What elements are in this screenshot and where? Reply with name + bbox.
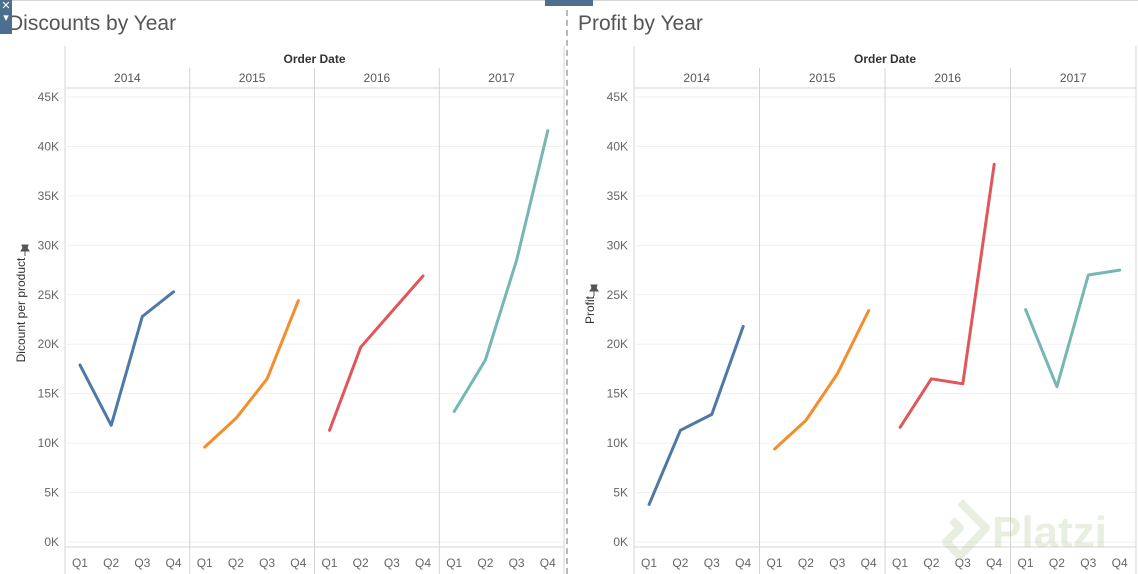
y-tick-label: 45K bbox=[607, 90, 628, 104]
x-tick-label: Q1 bbox=[197, 556, 213, 570]
x-tick-label: Q1 bbox=[446, 556, 462, 570]
x-tick-label: Q3 bbox=[509, 556, 525, 570]
platzi-watermark: Platzi bbox=[930, 498, 1130, 568]
x-tick-label: Q3 bbox=[704, 556, 720, 570]
y-tick-label: 35K bbox=[38, 189, 59, 203]
dashboard-divider[interactable] bbox=[566, 0, 570, 574]
x-tick-label: Q4 bbox=[861, 556, 877, 570]
y-axis-title: Dicount per product bbox=[14, 257, 28, 362]
y-tick-label: 0K bbox=[613, 535, 628, 549]
column-header-title: Order Date bbox=[283, 52, 345, 66]
series-line-2014 bbox=[647, 324, 745, 506]
y-tick-label: 40K bbox=[38, 139, 59, 153]
x-tick-label: Q2 bbox=[353, 556, 369, 570]
series-line-2014 bbox=[78, 290, 175, 427]
x-tick-label: Q4 bbox=[540, 556, 556, 570]
watermark-text: Platzi bbox=[992, 508, 1107, 557]
y-axis-title: Profit bbox=[583, 295, 597, 324]
chart-title: Discounts by Year bbox=[8, 12, 177, 35]
worksheet-menu-tab[interactable]: ✕ ▾ bbox=[0, 0, 12, 34]
x-tick-label: Q2 bbox=[103, 556, 119, 570]
x-tick-label: Q1 bbox=[321, 556, 337, 570]
profit-chart-panel: Order Date 0K 5K 10K 15K 20K 25K 30K 35K 40K 45K 20… bbox=[570, 0, 1138, 574]
y-tick-label: 15K bbox=[607, 387, 628, 401]
pin-icon-shape bbox=[20, 244, 30, 256]
series-line-2017 bbox=[1024, 268, 1122, 389]
x-tick-label: Q2 bbox=[477, 556, 493, 570]
year-header-label: 2015 bbox=[239, 71, 266, 85]
x-tick-label: Q1 bbox=[1018, 556, 1034, 570]
chevron-down-icon[interactable]: ▾ bbox=[3, 12, 9, 24]
x-tick-label: Q3 bbox=[955, 556, 971, 570]
x-tick-label: Q1 bbox=[892, 556, 908, 570]
year-header-label: 2014 bbox=[114, 71, 141, 85]
discounts-chart-panel: Order Date 0K 5K 10K 15K 20K 25K 30K 35K 40K 45K 20… bbox=[0, 0, 566, 574]
profit-chart: Order Date 0K 5K 10K 15K 20K 25K 30K 35K 40K 45K 20… bbox=[583, 46, 1137, 574]
close-icon[interactable]: ✕ bbox=[1, 0, 11, 12]
year-header-label: 2017 bbox=[488, 71, 515, 85]
y-tick-label: 20K bbox=[38, 337, 59, 351]
x-tick-label: Q1 bbox=[641, 556, 657, 570]
x-tick-label: Q1 bbox=[767, 556, 783, 570]
series-line-2015 bbox=[773, 309, 871, 451]
pin-icon-shape bbox=[589, 284, 599, 296]
y-tick-label: 25K bbox=[38, 288, 59, 302]
x-tick-label: Q4 bbox=[166, 556, 182, 570]
chart-title: Profit by Year bbox=[578, 12, 703, 35]
y-tick-label: 45K bbox=[38, 90, 59, 104]
column-header-title: Order Date bbox=[854, 52, 916, 66]
x-tick-label: Q2 bbox=[923, 556, 939, 570]
x-tick-label: Q4 bbox=[986, 556, 1002, 570]
year-header-label: 2014 bbox=[683, 71, 710, 85]
x-tick-label: Q4 bbox=[415, 556, 431, 570]
discounts-chart: Order Date 0K 5K 10K 15K 20K 25K 30K 35K 40K 45K 20… bbox=[14, 46, 565, 574]
series-line-2015 bbox=[203, 299, 300, 449]
y-tick-label: 10K bbox=[38, 436, 59, 450]
y-tick-label: 15K bbox=[38, 387, 59, 401]
x-tick-label: Q2 bbox=[1049, 556, 1065, 570]
platzi-logo-icon bbox=[942, 499, 990, 560]
layout-container-handle[interactable] bbox=[545, 0, 593, 7]
x-tick-label: Q4 bbox=[290, 556, 306, 570]
x-tick-label: Q3 bbox=[259, 556, 275, 570]
x-tick-label: Q3 bbox=[384, 556, 400, 570]
y-tick-label: 20K bbox=[607, 337, 628, 351]
y-tick-label: 10K bbox=[607, 436, 628, 450]
series-line-2016 bbox=[898, 162, 996, 429]
x-tick-label: Q3 bbox=[1080, 556, 1096, 570]
y-tick-label: 5K bbox=[613, 486, 628, 500]
x-tick-label: Q3 bbox=[134, 556, 150, 570]
x-tick-label: Q2 bbox=[228, 556, 244, 570]
y-tick-label: 25K bbox=[607, 288, 628, 302]
x-tick-label: Q2 bbox=[798, 556, 814, 570]
series-line-2017 bbox=[452, 129, 550, 413]
year-header-label: 2016 bbox=[364, 71, 391, 85]
y-tick-label: 5K bbox=[44, 486, 59, 500]
y-tick-label: 0K bbox=[44, 535, 59, 549]
y-tick-label: 35K bbox=[607, 189, 628, 203]
x-tick-label: Q4 bbox=[735, 556, 751, 570]
x-tick-label: Q1 bbox=[72, 556, 88, 570]
y-tick-label: 30K bbox=[38, 238, 59, 252]
series-line-2016 bbox=[328, 274, 425, 432]
x-tick-label: Q2 bbox=[672, 556, 688, 570]
x-tick-label: Q4 bbox=[1112, 556, 1128, 570]
x-tick-label: Q3 bbox=[829, 556, 845, 570]
y-tick-label: 30K bbox=[607, 238, 628, 252]
year-header-label: 2017 bbox=[1060, 71, 1087, 85]
year-header-label: 2015 bbox=[809, 71, 836, 85]
pin-icon bbox=[20, 244, 30, 256]
year-header-label: 2016 bbox=[934, 71, 961, 85]
pin-icon bbox=[589, 284, 599, 296]
y-tick-label: 40K bbox=[607, 139, 628, 153]
